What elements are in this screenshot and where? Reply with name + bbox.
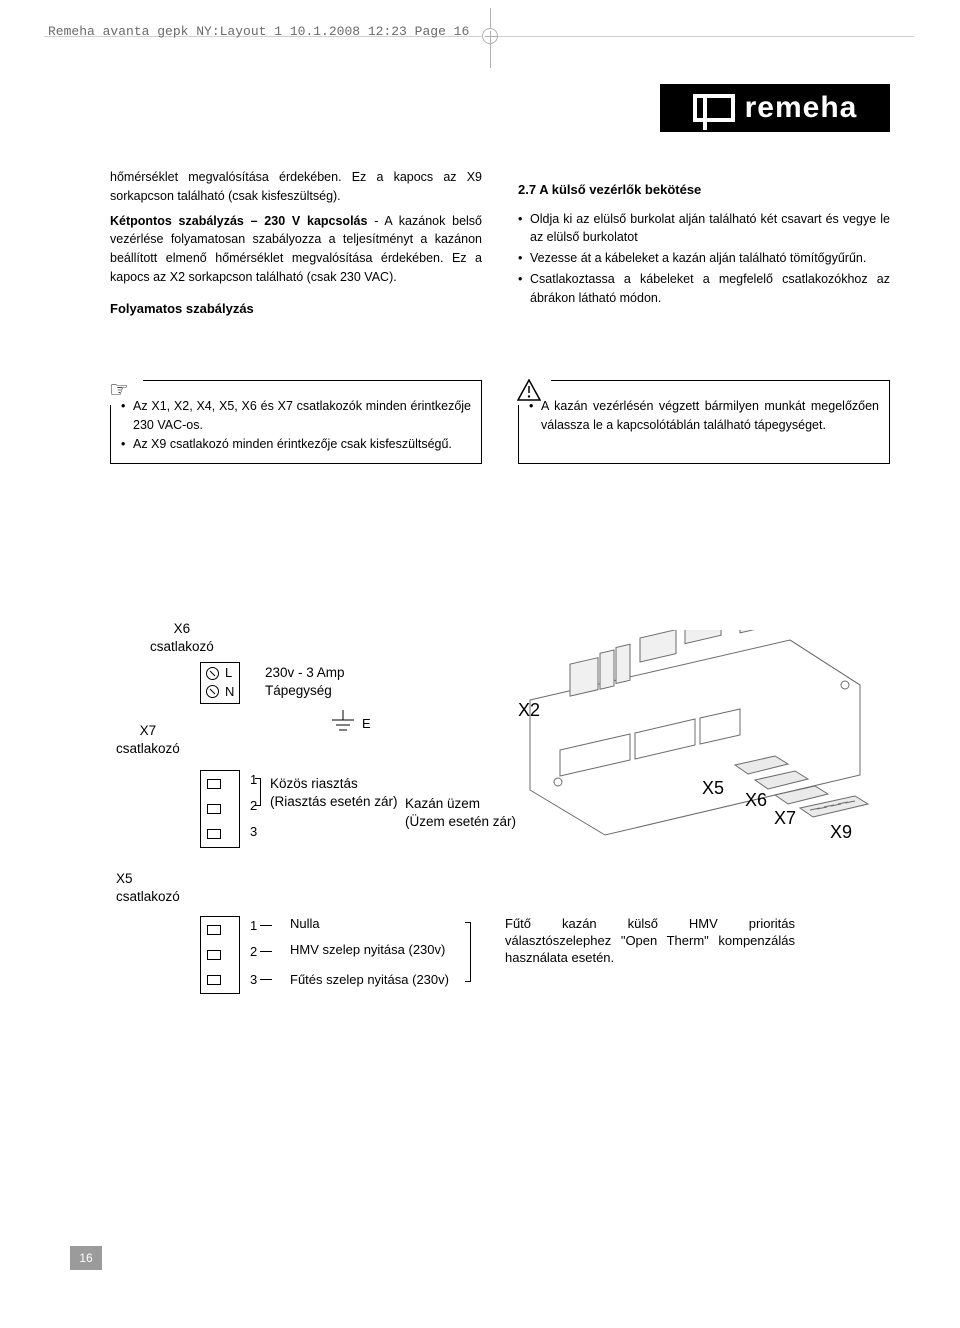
page-number: 16 [70, 1246, 102, 1270]
print-header: Remeha avanta gepk NY:Layout 1 10.1.2008… [48, 24, 469, 39]
pcb-board: X2 X5 X6 X7 X9 [510, 630, 870, 840]
note-right-item-1: A kazán vezérlésén végzett bármilyen mun… [529, 397, 879, 435]
x7-bracket [260, 778, 261, 806]
left-column: hőmérséklet megvalósítása érdekében. Ez … [110, 168, 482, 328]
pcb-x7-label: X7 [774, 808, 796, 829]
left-p1: hőmérséklet megvalósítása érdekében. Ez … [110, 168, 482, 206]
note-right: A kazán vezérlésén végzett bármilyen mun… [518, 380, 890, 464]
left-heading: Folyamatos szabályzás [110, 299, 482, 319]
note-left-item-1: Az X1, X2, X4, X5, X6 és X7 csatlakozók … [121, 397, 471, 435]
right-item-2: Vezesse át a kábeleket a kazán alján tal… [518, 249, 890, 268]
note-left: ☞ Az X1, X2, X4, X5, X6 és X7 csatlakozó… [110, 380, 482, 464]
registration-mark [482, 28, 498, 44]
brand-logo-icon [693, 94, 735, 122]
x7-text: Közös riasztás(Riasztás esetén zár) [270, 775, 398, 810]
right-list: Oldja ki az elülső burkolat alján találh… [518, 210, 890, 308]
note-row: ☞ Az X1, X2, X4, X5, X6 és X7 csatlakozó… [110, 380, 890, 464]
x5-label: X5csatlakozó [116, 870, 180, 905]
left-p2: Kétpontos szabályzás – 230 V kapcsolás -… [110, 212, 482, 287]
x6-terminal: L N [200, 662, 240, 704]
pcb-x2-label: X2 [518, 700, 540, 721]
pcb-x9-label: X9 [830, 822, 852, 843]
brand-logo: remeha [660, 84, 890, 132]
pcb-svg [510, 630, 880, 860]
text-columns: hőmérséklet megvalósítása érdekében. Ez … [110, 168, 890, 328]
x5-hmv: HMV szelep nyitása (230v) [290, 942, 445, 957]
right-item-3: Csatlakoztassa a kábeleket a megfelelő c… [518, 270, 890, 308]
x6-label: X6csatlakozó [150, 620, 214, 655]
earth-symbol-icon [328, 710, 358, 736]
right-item-1: Oldja ki az elülső burkolat alján találh… [518, 210, 890, 248]
earth-label: E [362, 716, 371, 731]
right-heading: 2.7 A külső vezérlők bekötése [518, 180, 890, 200]
x5-futes: Fűtés szelep nyitása (230v) [290, 972, 449, 987]
x7-terminal [200, 770, 240, 848]
wiring-diagram: X6csatlakozó L N 230v - 3 AmpTápegység E… [110, 620, 890, 1120]
note-left-item-2: Az X9 csatlakozó minden érintkezője csak… [121, 435, 471, 454]
x5-right-text: Fűtő kazán külső HMV prioritás választós… [505, 916, 795, 967]
x5-nulla: Nulla [290, 916, 320, 931]
brand-logo-text: remeha [745, 91, 858, 125]
right-column: 2.7 A külső vezérlők bekötése Oldja ki a… [518, 168, 890, 328]
pcb-x6-label: X6 [745, 790, 767, 811]
x5-terminal [200, 916, 240, 994]
x7-label: X7csatlakozó [116, 722, 180, 757]
x6-psu-label: 230v - 3 AmpTápegység [265, 664, 345, 699]
x7-right-text: Kazán üzem(Üzem esetén zár) [405, 795, 516, 830]
x5-bracket [470, 922, 471, 982]
pcb-x5-label: X5 [702, 778, 724, 799]
